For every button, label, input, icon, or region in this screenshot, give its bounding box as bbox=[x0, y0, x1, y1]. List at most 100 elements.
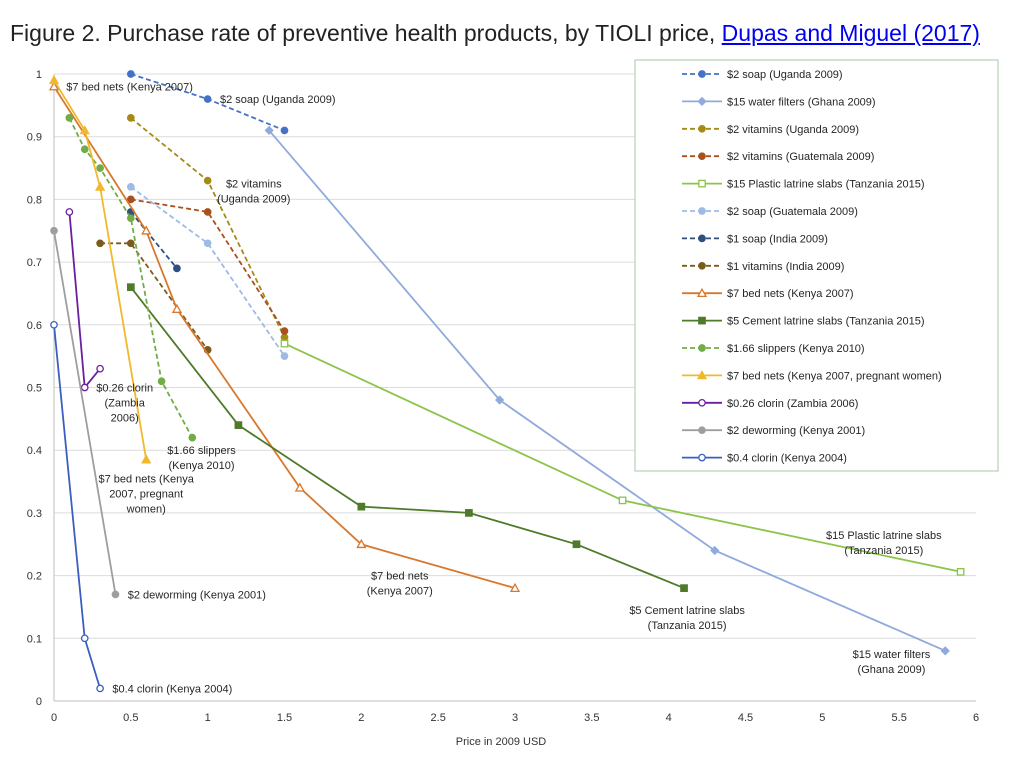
x-tick-label: 3.5 bbox=[584, 712, 599, 724]
ann-bednets-mid-line: $7 bed nets bbox=[371, 571, 429, 583]
data-point bbox=[710, 545, 720, 556]
x-tick-label: 1 bbox=[205, 712, 211, 724]
ann-bednets-pregnant-line: 2007, pregnant bbox=[109, 488, 183, 500]
series-line bbox=[68, 211, 101, 390]
legend-item: $1 vitamins (India 2009) bbox=[682, 261, 844, 273]
data-point bbox=[173, 264, 181, 273]
ann-water-filters-line: $15 water filters bbox=[853, 649, 931, 661]
legend-item: $0.4 clorin (Kenya 2004) bbox=[682, 453, 847, 465]
series-4 bbox=[126, 195, 289, 335]
y-tick-label: 0.5 bbox=[27, 383, 42, 395]
data-point bbox=[96, 239, 104, 248]
legend-item: $5 Cement latrine slabs (Tanzania 2015) bbox=[682, 316, 925, 328]
y-tick-label: 1 bbox=[36, 69, 42, 81]
ann-clorin-zambia-line: 2006) bbox=[111, 413, 139, 425]
series-1 bbox=[126, 70, 289, 135]
data-point bbox=[188, 433, 197, 442]
ann-slippers-line: (Kenya 2010) bbox=[168, 460, 234, 472]
series-14 bbox=[50, 226, 120, 599]
legend-swatch-marker bbox=[698, 152, 706, 161]
series-line bbox=[53, 86, 516, 589]
data-point bbox=[680, 584, 688, 592]
legend-label: $0.4 clorin (Kenya 2004) bbox=[727, 453, 847, 465]
data-point bbox=[234, 421, 243, 429]
x-tick-label: 6 bbox=[973, 712, 979, 724]
series-line bbox=[130, 117, 286, 338]
legend-swatch-marker bbox=[698, 316, 706, 325]
y-tick-label: 0.1 bbox=[27, 633, 42, 645]
data-point bbox=[203, 208, 212, 216]
series-11 bbox=[65, 114, 197, 442]
x-tick-label: 4 bbox=[666, 712, 672, 724]
legend-label: $2 soap (Uganda 2009) bbox=[727, 69, 843, 81]
data-point bbox=[126, 283, 135, 292]
data-point bbox=[280, 327, 289, 335]
legend-item: $2 deworming (Kenya 2001) bbox=[682, 425, 865, 437]
ann-cement-slabs: $5 Cement latrine slabs (Tanzania 2015) bbox=[629, 605, 745, 632]
data-point bbox=[572, 540, 581, 549]
data-point bbox=[280, 339, 289, 348]
data-point bbox=[495, 395, 505, 405]
ann-bednets-pregnant-line: $7 bed nets (Kenya bbox=[98, 473, 194, 485]
data-point bbox=[80, 145, 89, 154]
data-point bbox=[65, 114, 74, 122]
legend-swatch-marker bbox=[696, 370, 708, 380]
series-line bbox=[53, 79, 148, 460]
x-tick-label: 0.5 bbox=[123, 712, 138, 724]
legend-item: $2 soap (Uganda 2009) bbox=[682, 69, 843, 81]
legend-item: $15 Plastic latrine slabs (Tanzania 2015… bbox=[682, 179, 925, 191]
ann-plastic-slabs-line: $15 Plastic latrine slabs bbox=[826, 530, 942, 542]
series-line bbox=[130, 211, 178, 269]
data-point bbox=[126, 195, 135, 204]
legend-label: $2 vitamins (Uganda 2009) bbox=[727, 124, 859, 136]
legend-swatch-marker bbox=[698, 344, 706, 352]
series-3 bbox=[126, 114, 289, 342]
data-point bbox=[50, 320, 58, 329]
ann-slippers-line: $1.66 slippers bbox=[167, 445, 236, 457]
data-point bbox=[618, 496, 627, 505]
ann-bednets-mid: $7 bed nets (Kenya 2007) bbox=[367, 571, 433, 598]
y-tick-label: 0.8 bbox=[27, 194, 42, 206]
series-15 bbox=[50, 320, 104, 693]
y-tick-label: 0.4 bbox=[27, 445, 42, 457]
ann-soap-uganda-line: $2 soap (Uganda 2009) bbox=[220, 94, 336, 106]
data-point bbox=[111, 590, 120, 599]
legend-label: $7 bed nets (Kenya 2007) bbox=[727, 288, 854, 300]
y-tick-label: 0.6 bbox=[27, 320, 42, 332]
ann-deworming-line: $2 deworming (Kenya 2001) bbox=[128, 589, 266, 601]
figure-title: Figure 2. Purchase rate of preventive he… bbox=[10, 20, 980, 47]
legend-swatch-marker bbox=[698, 234, 706, 243]
data-point bbox=[940, 646, 950, 656]
ann-plastic-slabs: $15 Plastic latrine slabs (Tanzania 2015) bbox=[826, 530, 942, 557]
series-5 bbox=[280, 339, 965, 576]
data-point bbox=[80, 383, 89, 392]
data-point bbox=[126, 239, 135, 248]
legend-swatch-marker bbox=[698, 261, 706, 270]
y-tick-label: 0.3 bbox=[27, 508, 42, 520]
legend-swatch-marker bbox=[698, 398, 706, 407]
series-line bbox=[130, 198, 286, 332]
legend-swatch-marker bbox=[698, 426, 706, 435]
data-point bbox=[126, 183, 135, 191]
legend-item: $0.26 clorin (Zambia 2006) bbox=[682, 398, 858, 410]
series-line bbox=[53, 324, 101, 689]
legend-label: $5 Cement latrine slabs (Tanzania 2015) bbox=[727, 316, 925, 328]
ann-clorin-zambia: $0.26 clorin (Zambia 2006) bbox=[96, 383, 153, 425]
legend-swatch-marker bbox=[698, 453, 706, 462]
legend-swatch-marker bbox=[696, 287, 708, 298]
data-point bbox=[126, 114, 135, 122]
legend-label: $1.66 slippers (Kenya 2010) bbox=[727, 343, 865, 355]
data-point bbox=[126, 214, 135, 223]
citation-link[interactable]: Dupas and Miguel (2017) bbox=[721, 20, 980, 46]
ann-cement-slabs-line: $5 Cement latrine slabs bbox=[629, 605, 745, 617]
ann-bednets-mid-line: (Kenya 2007) bbox=[367, 586, 433, 598]
ann-water-filters: $15 water filters (Ghana 2009) bbox=[853, 649, 931, 676]
data-point bbox=[141, 454, 152, 464]
x-tick-label: 2 bbox=[358, 712, 364, 724]
legend-label: $0.26 clorin (Zambia 2006) bbox=[727, 398, 858, 410]
series-line bbox=[130, 286, 685, 589]
series-13 bbox=[65, 208, 104, 392]
data-point bbox=[956, 567, 965, 576]
legend-label: $15 water filters (Ghana 2009) bbox=[727, 96, 876, 108]
data-point bbox=[141, 225, 152, 235]
